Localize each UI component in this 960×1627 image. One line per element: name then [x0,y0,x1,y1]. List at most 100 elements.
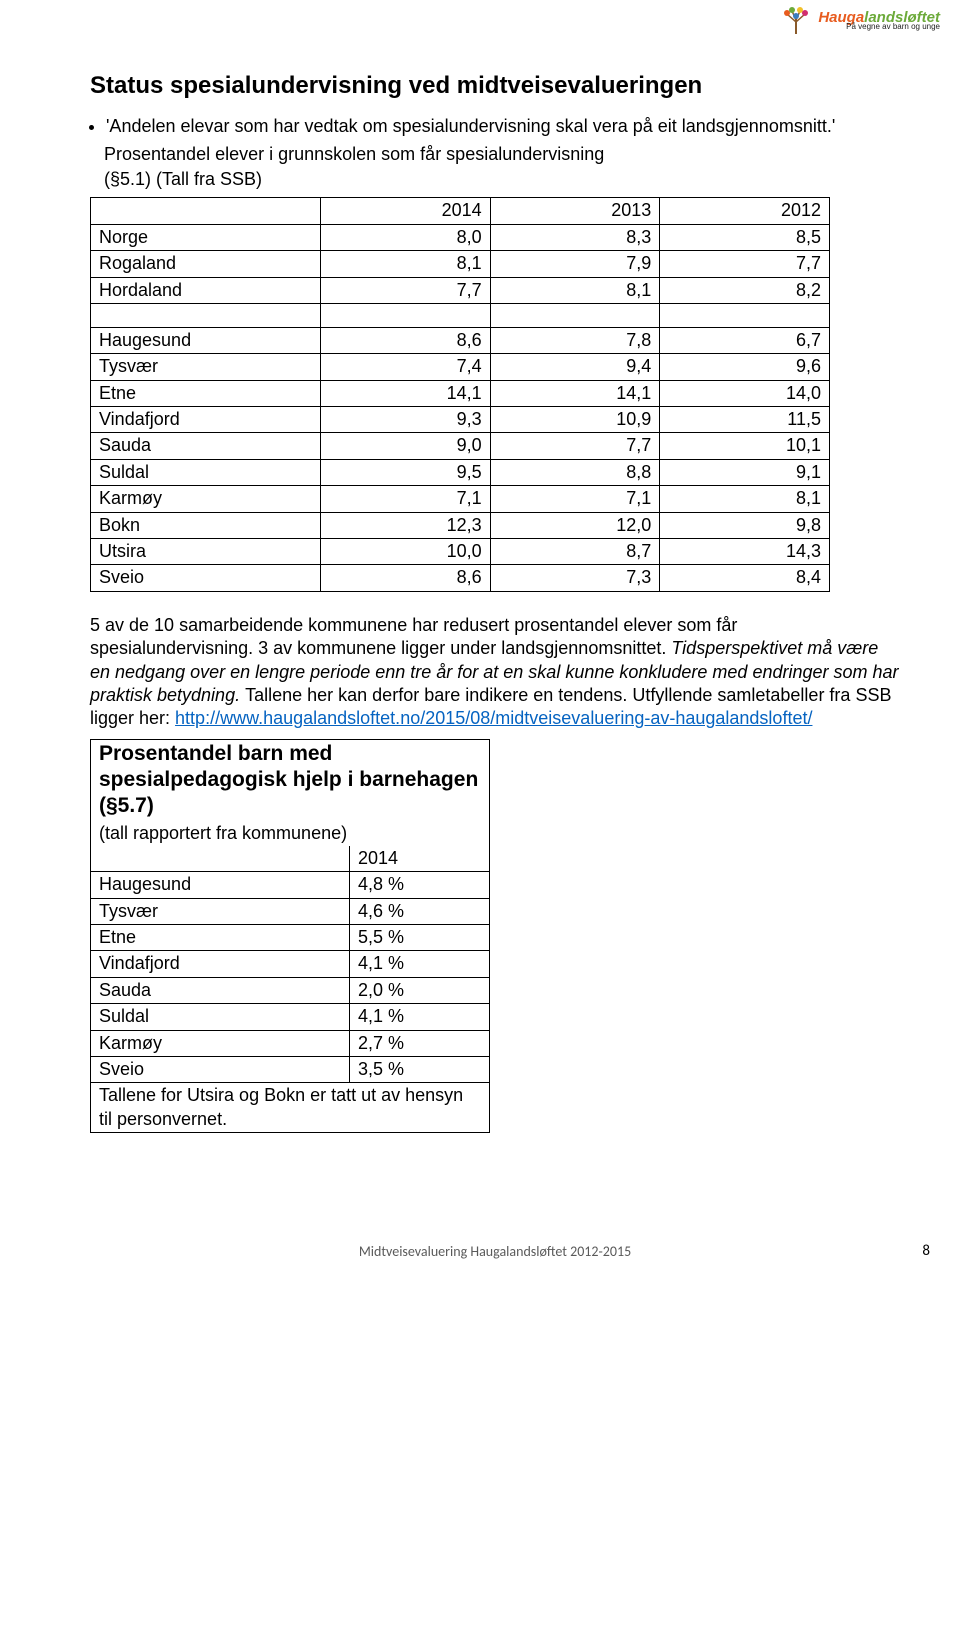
table-row: Suldal9,58,89,1 [91,459,830,485]
row-value: 8,8 [490,459,660,485]
table-header-year: 2014 [321,198,491,224]
row-label: Tysvær [91,898,350,924]
spacer-row [91,303,830,327]
row-value: 7,1 [321,486,491,512]
row-value: 8,5 [660,224,830,250]
row-value: 9,6 [660,354,830,380]
table-row: Vindafjord4,1 % [91,951,490,977]
row-value: 9,8 [660,512,830,538]
row-value: 4,8 % [350,872,490,898]
table-row: Tysvær4,6 % [91,898,490,924]
small-table-title: Prosentandel barn med spesialpedagogisk … [99,741,481,820]
row-value: 4,1 % [350,951,490,977]
small-table-sub: (tall rapportert fra kommunene) [99,822,481,845]
row-value: 12,3 [321,512,491,538]
row-value: 7,3 [490,565,660,591]
intro-line-2: (§5.1) (Tall fra SSB) [104,168,900,191]
footer-text: Midtveisevaluering Haugalandsløftet 2012… [359,1243,631,1260]
row-value: 7,7 [660,251,830,277]
row-value: 8,2 [660,277,830,303]
row-value: 14,1 [490,380,660,406]
row-value: 7,7 [321,277,491,303]
row-label: Utsira [91,539,321,565]
table-row: Etne14,114,114,0 [91,380,830,406]
row-label: Rogaland [91,251,321,277]
small-table-blank [91,846,350,872]
row-value: 8,1 [321,251,491,277]
row-label: Haugesund [91,872,350,898]
row-value: 8,6 [321,327,491,353]
row-value: 7,9 [490,251,660,277]
row-label: Haugesund [91,327,321,353]
table-row: Haugesund4,8 % [91,872,490,898]
row-value: 14,3 [660,539,830,565]
table-row: Sveio3,5 % [91,1057,490,1083]
row-label: Sauda [91,977,350,1003]
row-value: 12,0 [490,512,660,538]
row-value: 9,1 [660,459,830,485]
table-row: Sauda2,0 % [91,977,490,1003]
row-value: 4,6 % [350,898,490,924]
row-label: Bokn [91,512,321,538]
row-label: Karmøy [91,1030,350,1056]
row-label: Suldal [91,459,321,485]
row-value: 9,3 [321,407,491,433]
table-header-blank [91,198,321,224]
brand-logo: Haugalandsløftet På vegne av barn og ung… [779,6,940,34]
table-header-year: 2013 [490,198,660,224]
row-value: 10,9 [490,407,660,433]
row-value: 2,7 % [350,1030,490,1056]
row-value: 4,1 % [350,1004,490,1030]
row-value: 2,0 % [350,977,490,1003]
table-row: Etne5,5 % [91,925,490,951]
row-label: Sveio [91,1057,350,1083]
row-value: 7,7 [490,433,660,459]
row-value: 14,0 [660,380,830,406]
row-label: Norge [91,224,321,250]
table-header-year: 2012 [660,198,830,224]
table-row: Sauda9,07,710,1 [91,433,830,459]
table-row: Karmøy7,17,18,1 [91,486,830,512]
table-row: Karmøy2,7 % [91,1030,490,1056]
row-value: 10,0 [321,539,491,565]
table-row: Utsira10,08,714,3 [91,539,830,565]
bullet-item: 'Andelen elevar som har vedtak om spesia… [106,115,900,138]
row-value: 7,4 [321,354,491,380]
row-label: Etne [91,925,350,951]
row-value: 8,6 [321,565,491,591]
table-row: Rogaland8,17,97,7 [91,251,830,277]
row-value: 9,0 [321,433,491,459]
bullet-list: 'Andelen elevar som har vedtak om spesia… [90,115,900,138]
row-value: 5,5 % [350,925,490,951]
intro-line-1: Prosentandel elever i grunnskolen som få… [104,143,900,166]
row-label: Sauda [91,433,321,459]
source-link[interactable]: http://www.haugalandsloftet.no/2015/08/m… [175,708,812,728]
row-label: Sveio [91,565,321,591]
analysis-paragraph: 5 av de 10 samarbeidende kommunene har r… [90,614,900,731]
row-value: 8,7 [490,539,660,565]
row-label: Vindafjord [91,407,321,433]
table-row: Bokn12,312,09,8 [91,512,830,538]
row-value: 6,7 [660,327,830,353]
table-row: Haugesund8,67,86,7 [91,327,830,353]
small-table-year: 2014 [350,846,490,872]
row-label: Vindafjord [91,951,350,977]
small-table-note: Tallene for Utsira og Bokn er tatt ut av… [91,1083,490,1133]
row-value: 7,8 [490,327,660,353]
row-value: 11,5 [660,407,830,433]
row-value: 9,4 [490,354,660,380]
row-label: Tysvær [91,354,321,380]
row-label: Suldal [91,1004,350,1030]
row-label: Etne [91,380,321,406]
table-row: Sveio8,67,38,4 [91,565,830,591]
page-number: 8 [922,1242,930,1262]
row-value: 10,1 [660,433,830,459]
row-value: 9,5 [321,459,491,485]
table-row: Tysvær7,49,49,6 [91,354,830,380]
table-row: Norge8,08,38,5 [91,224,830,250]
page-title: Status spesialundervisning ved midtveise… [90,70,900,101]
barnehage-table: Prosentandel barn med spesialpedagogisk … [90,739,490,1133]
table-row: Suldal4,1 % [91,1004,490,1030]
row-value: 8,4 [660,565,830,591]
row-value: 7,1 [490,486,660,512]
